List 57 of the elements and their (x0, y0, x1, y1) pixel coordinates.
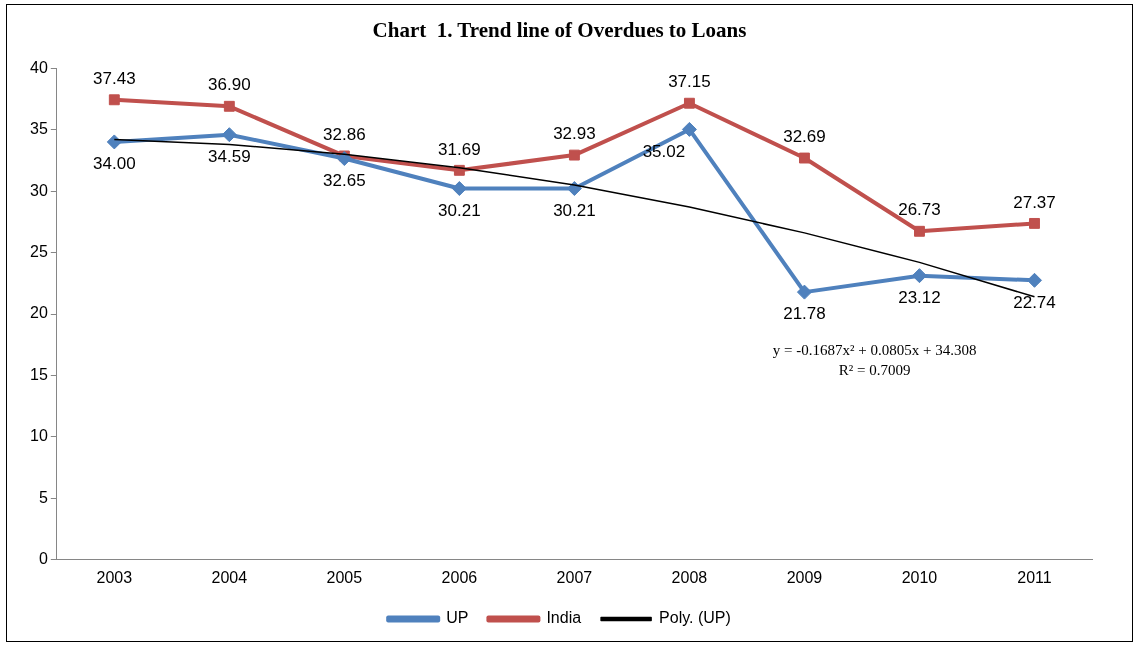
data-label: 22.74 (1013, 292, 1056, 312)
data-label: 34.00 (93, 154, 136, 174)
y-tick-label: 35 (30, 120, 48, 138)
point (798, 152, 810, 164)
data-label: 31.69 (438, 139, 481, 159)
x-tick-label: 2007 (556, 568, 593, 586)
data-label: 21.78 (783, 304, 826, 324)
x-tick-label: 2008 (671, 568, 708, 586)
point (568, 149, 580, 161)
data-label: 27.37 (1013, 192, 1056, 212)
point (911, 268, 927, 284)
x-tick-label: 2004 (211, 568, 248, 586)
data-label: 26.73 (898, 200, 941, 220)
y-tick-label: 20 (30, 304, 48, 322)
point (223, 100, 235, 112)
data-label: 36.90 (208, 75, 251, 95)
data-label: 32.65 (323, 170, 366, 190)
data-label: 30.21 (438, 200, 481, 220)
data-label: 32.69 (783, 127, 826, 147)
data-label: 32.86 (323, 125, 366, 145)
y-tick-label: 15 (30, 365, 48, 383)
point (566, 181, 582, 197)
legend-label: Poly. (UP) (659, 609, 731, 627)
annotation: y = -0.1687x² + 0.0805x + 34.308 (772, 341, 977, 358)
data-label: 35.02 (642, 141, 686, 161)
x-tick-label: 2005 (326, 568, 363, 586)
x-tick-label: 2009 (786, 568, 823, 586)
data-label: 34.59 (208, 146, 251, 166)
point (108, 94, 120, 106)
data-label: 37.15 (668, 72, 711, 92)
y-tick-label: 0 (38, 550, 48, 568)
data-label: 37.43 (93, 68, 136, 88)
point (681, 121, 697, 137)
x-tick-label: 2011 (1017, 568, 1052, 586)
y-tick-label: 40 (30, 58, 48, 76)
x-tick-label: 2006 (441, 568, 478, 586)
point (221, 127, 237, 143)
point (683, 97, 695, 109)
y-tick-label: 5 (38, 488, 48, 506)
data-label: 32.93 (553, 124, 596, 144)
y-tick-label: 30 (30, 181, 48, 199)
data-label: 30.21 (553, 200, 596, 220)
x-tick-label: 2010 (901, 568, 938, 586)
point (336, 151, 352, 167)
point (796, 284, 812, 300)
y-tick-label: 25 (30, 242, 48, 260)
point (106, 134, 122, 150)
point (451, 181, 467, 197)
point (1029, 217, 1040, 229)
chart-title: Chart 1. Trend line of Overdues to Loans (372, 18, 747, 43)
annotation: R² = 0.7009 (838, 361, 911, 378)
legend-label: India (546, 609, 582, 627)
y-tick-label: 10 (30, 427, 48, 445)
point (914, 225, 925, 237)
x-tick-label: 2003 (96, 568, 133, 586)
legend-label: UP (446, 609, 469, 627)
data-label: 23.12 (898, 287, 941, 307)
